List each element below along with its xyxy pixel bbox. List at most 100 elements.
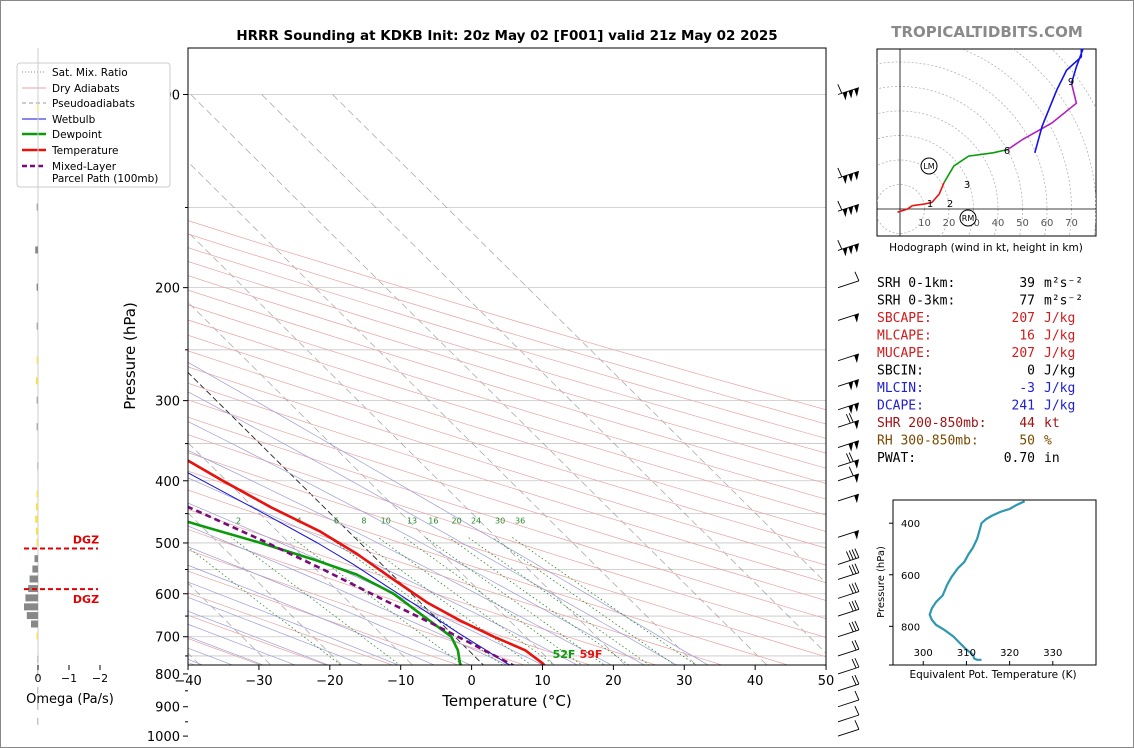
wind-barb-feather (851, 658, 857, 669)
y-tick-label: 600 (155, 588, 180, 603)
dry-adiabat (188, 319, 826, 516)
omega-bar (35, 246, 38, 254)
omega-bar (36, 203, 38, 211)
stat-value: 241 (1012, 399, 1035, 414)
omega-bar (37, 462, 39, 470)
hodograph-height-label: 1 (927, 199, 933, 210)
moist-adiabat (188, 610, 330, 665)
theta-x-tick-label: 310 (957, 648, 976, 659)
wind-barb-pennant (854, 313, 859, 323)
stat-unit: m²s⁻² (1044, 276, 1083, 291)
omega-bar (35, 527, 38, 535)
wind-barb-pennant (848, 404, 854, 414)
series-temperature (188, 459, 547, 665)
isotherm-line (188, 582, 272, 665)
wind-barb-pennant (854, 379, 859, 389)
hodograph-ring-label: 60 (1041, 218, 1054, 229)
stat-unit: J/kg (1044, 364, 1075, 379)
wind-barb-feather (848, 584, 854, 594)
wind-barb-pennant (854, 473, 859, 483)
wind-barb-staff (837, 419, 860, 428)
hodograph-ring-label: 20 (943, 218, 956, 229)
wind-barb-staff (837, 648, 860, 657)
dry-adiabat (188, 470, 789, 665)
skew-t-frame (187, 47, 827, 666)
wind-barb-feather (851, 621, 857, 632)
stat-label: SHR 200-850mb: (877, 416, 987, 431)
watermark: TROPICALTIDBITS.COM (891, 23, 1083, 41)
legend-label: Sat. Mix. Ratio (52, 67, 128, 79)
wind-barb-feather (851, 640, 857, 651)
x-tick-label: −10 (387, 674, 414, 689)
y-tick-label: 1000 (147, 730, 180, 745)
stat-label: MUCAPE: (877, 346, 932, 361)
wind-barb-pennant (854, 87, 859, 97)
omega-xlabel: Omega (Pa/s) (26, 692, 114, 707)
stat-unit: kt (1044, 416, 1060, 431)
x-tick-label: −20 (316, 674, 343, 689)
stat-value: 77 (1019, 294, 1035, 309)
series-dewpoint (188, 520, 462, 665)
wind-barb-pennant (848, 245, 854, 255)
theta-e-line (928, 500, 1026, 661)
omega-bar (35, 503, 38, 511)
hodograph-ring-label: 10 (918, 218, 931, 229)
mixing-ratio-label: 24 (471, 517, 481, 526)
mixing-ratio-line (404, 536, 583, 665)
legend-label: Wetbulb (52, 114, 96, 126)
omega-bar (36, 356, 38, 364)
wind-barb-staff (837, 572, 860, 580)
stat-value: 0 (1027, 364, 1035, 379)
omega-x-tick-label: −2 (92, 672, 108, 685)
x-tick-label: 20 (605, 674, 622, 689)
stat-label: MLCAPE: (877, 329, 932, 344)
mixing-ratio-label: 20 (452, 517, 462, 526)
theta-x-tick-label: 320 (1000, 648, 1019, 659)
dry-adiabat (188, 549, 526, 665)
wind-barb-feather (845, 413, 851, 424)
hodograph-segment (912, 182, 945, 207)
wind-barb-feather (837, 84, 843, 94)
surface-dewpoint-label: 52F (553, 648, 576, 661)
wind-barb-feather (848, 413, 854, 423)
wind-barb-feather (848, 452, 854, 462)
wind-barb-feather (848, 550, 854, 560)
omega-bar (36, 396, 38, 404)
wind-barb-pennant (848, 206, 854, 216)
mixing-ratio-line (467, 536, 651, 665)
mixing-ratio-line (188, 546, 342, 665)
isotherm-line (188, 512, 343, 665)
hodograph-height-label: 2 (947, 199, 953, 210)
wind-barb-pennant (848, 442, 854, 452)
wind-barb-pennant (842, 247, 848, 257)
mixing-ratio-label: 16 (428, 517, 438, 526)
stat-unit: J/kg (1044, 381, 1075, 396)
wind-barb-feather (851, 564, 857, 574)
mixing-ratio-label: 30 (495, 517, 505, 526)
dry-adiabat (188, 434, 826, 638)
y-tick-label: 800 (155, 668, 180, 683)
mixing-ratio-label: 8 (361, 517, 366, 526)
skew-t-panel: 1 2 4 6 8 10 13 16 20 24 30 36 52F 59F−40 −30 −20 −10 0 1… (0, 47, 860, 748)
omega-bar (37, 717, 39, 725)
dry-adiabat (188, 289, 826, 484)
wind-barb-feather (854, 705, 860, 716)
isotherm-line (261, 94, 826, 654)
x-tick-label: 10 (534, 674, 551, 689)
wind-barb-staff (837, 699, 860, 708)
theta-y-tick-label: 800 (901, 622, 920, 633)
wind-barb-feather (848, 565, 854, 575)
wind-barb-staff (837, 280, 860, 289)
isotherm-line (188, 161, 697, 665)
y-tick-label: 300 (155, 395, 180, 410)
dry-adiabat (188, 529, 592, 665)
legend-label: Mixed-Layer Parcel Path (100mb) (52, 161, 158, 185)
hodograph-segment (1007, 83, 1078, 151)
skew-t-ylabel: Pressure (hPa) (121, 302, 139, 410)
isotherm-line (0, 95, 73, 748)
omega-bar (35, 377, 38, 385)
y-tick-label: 200 (155, 282, 180, 297)
wind-barbs (837, 84, 860, 737)
series-wetbulb (188, 472, 512, 665)
